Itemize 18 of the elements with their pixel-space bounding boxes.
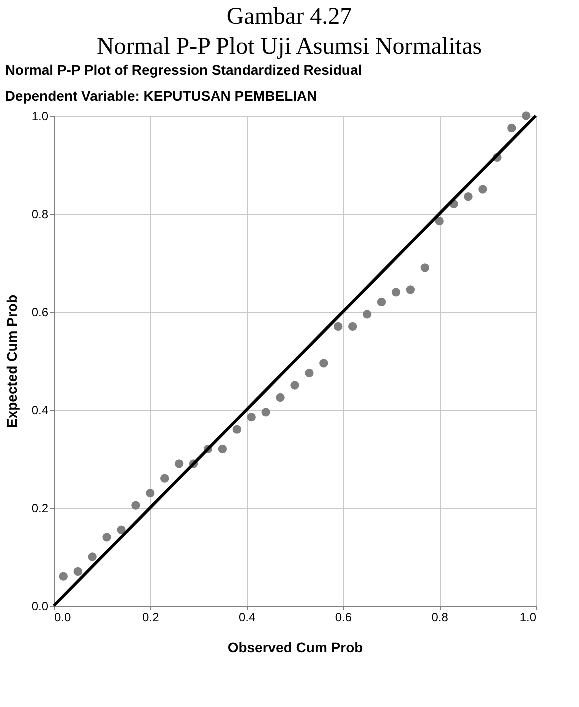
text: Gambar 4.27 bbox=[226, 3, 354, 32]
x-tick-label: 1.0 bbox=[520, 610, 537, 624]
y-axis-title: Expected Cum Prob bbox=[4, 294, 20, 428]
y-tick-label: 0.8 bbox=[32, 208, 49, 222]
x-axis-title: Observed Cum Prob bbox=[228, 640, 364, 656]
x-tick-label: 0.2 bbox=[142, 610, 160, 624]
y-tick-label: 0.0 bbox=[32, 600, 49, 614]
y-tick-label: 1.0 bbox=[32, 110, 49, 124]
x-tick-label: 0.8 bbox=[432, 610, 449, 624]
text: Normal P-P Plot Uji Asumsi Normalitas bbox=[96, 33, 484, 62]
y-tick-label: 0.4 bbox=[32, 404, 49, 418]
y-tick-label: 0.6 bbox=[32, 306, 49, 320]
x-tick-label: 0.6 bbox=[335, 610, 352, 624]
chart-subtitle: Dependent Variable: KEPUTUSAN PEMBELIAN bbox=[5, 88, 318, 104]
y-tick-label: 0.2 bbox=[32, 502, 49, 516]
x-tick-label: 0.0 bbox=[54, 610, 72, 624]
chart-title: Normal P-P Plot of Regression Standardized Residual bbox=[5, 62, 362, 78]
x-tick-label: 0.4 bbox=[238, 610, 256, 624]
